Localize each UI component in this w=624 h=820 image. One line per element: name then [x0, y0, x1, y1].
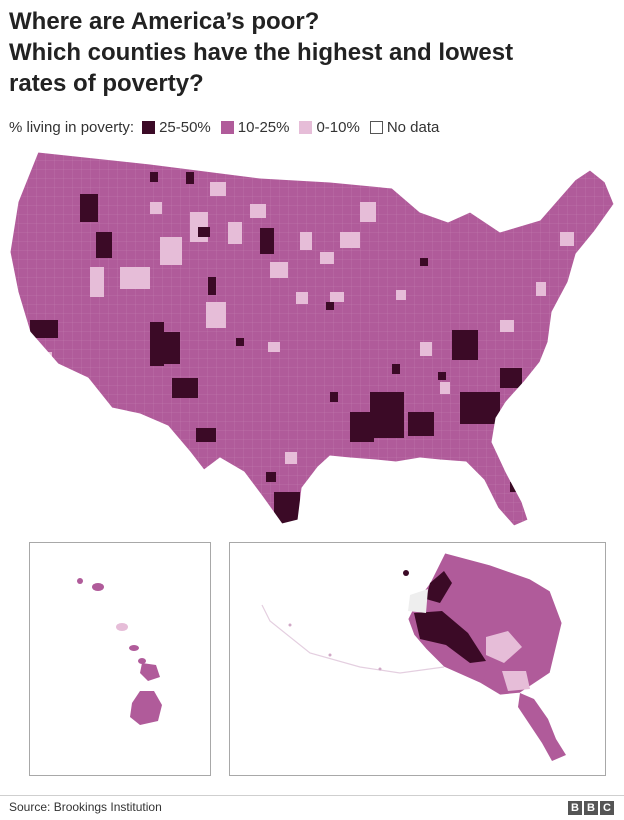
footer-divider — [0, 795, 624, 796]
legend-label: % living in poverty: — [9, 118, 135, 136]
legend-swatch-low — [299, 120, 313, 134]
hawaii-inset — [29, 542, 211, 776]
legend-item-low: 0-10% — [299, 118, 360, 136]
legend-item-label: 10-25% — [237, 118, 290, 136]
map-title: Where are America’s poor? Which counties… — [9, 6, 615, 99]
legend-item-label: 25-50% — [159, 118, 211, 136]
legend-swatch-no-data — [369, 120, 383, 134]
legend: % living in poverty: 25-50% 10-25% 0-10%… — [9, 117, 449, 137]
bbc-logo-letter: C — [600, 801, 614, 815]
title-line-2: Which counties have the highest and lowe… — [9, 39, 514, 66]
us-counties — [10, 152, 614, 526]
legend-item-label: 0-10% — [316, 118, 360, 136]
alaska-inset — [229, 542, 606, 776]
bbc-logo-letter: B — [584, 801, 598, 815]
legend-item-label: No data — [386, 118, 440, 136]
legend-swatch-mid — [220, 120, 234, 134]
title-line-3: rates of poverty? — [9, 70, 204, 97]
title-line-1: Where are America’s poor? — [9, 8, 320, 35]
high-poverty-counties — [30, 172, 522, 524]
legend-item-no-data: No data — [369, 118, 440, 136]
low-poverty-counties — [40, 182, 574, 464]
bbc-logo-letter: B — [568, 801, 582, 815]
alaska-map — [261, 552, 566, 761]
legend-item-mid: 10-25% — [220, 118, 290, 136]
hawaii-map — [77, 578, 162, 725]
us-poverty-map — [9, 151, 615, 527]
bbc-logo: B B C — [566, 801, 614, 815]
legend-swatch-high — [142, 120, 156, 134]
legend-item-high: 25-50% — [142, 119, 211, 136]
source-credit: Source: Brookings Institution — [9, 800, 162, 814]
